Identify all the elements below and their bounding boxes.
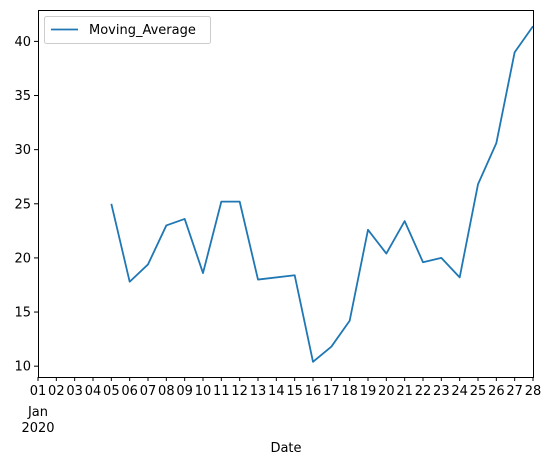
- x-tick-sublabel-month: Jan: [27, 405, 48, 420]
- y-tick-label: 20: [14, 251, 31, 266]
- series-layer: [110, 25, 534, 363]
- x-tick-label: 27: [506, 384, 523, 399]
- x-tick-label: 26: [488, 384, 505, 399]
- x-tick-label: 09: [176, 384, 193, 399]
- x-tick-sublabel-year: 2020: [21, 421, 54, 436]
- y-axis-ticks: 10 15 20 25 30 35 40: [14, 35, 38, 375]
- x-tick-label: 14: [268, 384, 285, 399]
- x-tick-label: 23: [433, 384, 450, 399]
- x-tick-label: 19: [360, 384, 377, 399]
- x-tick-label: 16: [305, 384, 322, 399]
- legend: Moving_Average: [44, 16, 211, 44]
- x-tick-label: 18: [341, 384, 358, 399]
- x-tick-label: 17: [323, 384, 340, 399]
- x-tick-label: 13: [250, 384, 267, 399]
- legend-box: [44, 16, 211, 44]
- x-tick-label: 15: [286, 384, 303, 399]
- x-tick-label: 11: [213, 384, 230, 399]
- y-tick-label: 15: [14, 306, 31, 321]
- x-tick-label: 12: [231, 384, 248, 399]
- x-tick-label: 24: [451, 384, 468, 399]
- y-tick-label: 35: [14, 89, 31, 104]
- legend-entry-label: Moving_Average: [89, 23, 196, 38]
- x-tick-label: 02: [48, 384, 65, 399]
- x-tick-label: 06: [121, 384, 138, 399]
- y-tick-label: 10: [14, 360, 31, 375]
- x-tick-label: 10: [195, 384, 212, 399]
- y-tick-label: 30: [14, 143, 31, 158]
- x-tick-label: 22: [415, 384, 432, 399]
- x-tick-label: 08: [158, 384, 175, 399]
- x-tick-label: 03: [66, 384, 83, 399]
- x-tick-label: 28: [525, 384, 542, 399]
- y-tick-label: 40: [14, 35, 31, 50]
- y-tick-label: 25: [14, 197, 31, 212]
- x-tick-label: 25: [470, 384, 487, 399]
- series-line-moving-average: [110, 25, 534, 363]
- x-tick-label: 05: [103, 384, 120, 399]
- x-tick-label: 01: [30, 384, 47, 399]
- x-axis-label: Date: [270, 441, 301, 456]
- x-tick-label: 07: [140, 384, 157, 399]
- x-tick-label: 04: [85, 384, 102, 399]
- x-tick-label: 21: [396, 384, 413, 399]
- x-tick-label: 20: [378, 384, 395, 399]
- plot-frame: [38, 10, 534, 378]
- x-axis-ticks: 01 02 03 04 05 06 07 08 09 10 11 12 13 14 15 16 17 18 19 20…: [30, 377, 542, 399]
